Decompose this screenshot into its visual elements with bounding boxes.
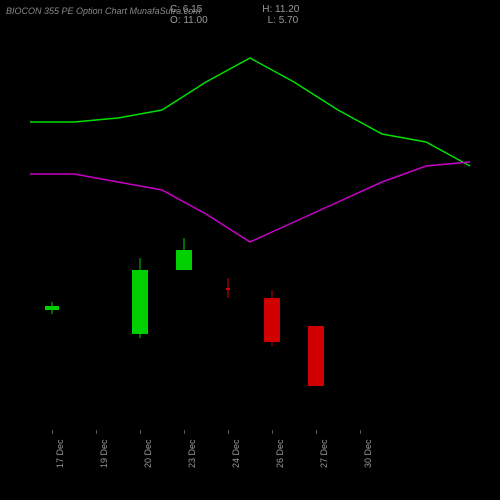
ohlc-panel: C: 6.15 H: 11.20 O: 11.00 L: 5.70 [170,4,299,26]
low-value: 5.70 [279,15,298,26]
magenta-line [30,162,470,242]
x-tick [140,430,141,434]
x-axis-label: 24 Dec [231,439,241,468]
candle-body [176,250,192,270]
candle-body [45,306,59,310]
close-cell: C: 6.15 [170,4,202,15]
green-line [30,58,470,166]
high-value: 11.20 [275,4,299,15]
low-cell: L: 5.70 [268,15,299,26]
indicator-lines [30,30,470,430]
high-cell: H: 11.20 [262,4,299,15]
open-value: 11.00 [183,15,207,26]
close-label: C: [170,4,180,15]
x-axis-label: 30 Dec [363,439,373,468]
x-tick [52,430,53,434]
x-tick [360,430,361,434]
close-value: 6.15 [183,4,202,15]
candle-body [226,288,230,290]
candle-body [264,298,280,342]
x-axis-label: 27 Dec [319,439,329,468]
x-axis: 17 Dec 19 Dec 20 Dec 23 Dec 24 Dec 26 Dec 27 D… [30,430,470,470]
x-tick [272,430,273,434]
x-axis-label: 26 Dec [275,439,285,468]
x-tick [228,430,229,434]
chart-plot-area [30,30,470,430]
x-tick [96,430,97,434]
candle-body [308,326,324,386]
open-cell: O: 11.00 [170,15,208,26]
x-axis-label: 19 Dec [99,439,109,468]
low-label: L: [268,15,276,26]
high-label: H: [262,4,272,15]
x-axis-label: 23 Dec [187,439,197,468]
x-axis-label: 17 Dec [55,439,65,468]
x-axis-label: 20 Dec [143,439,153,468]
candle-body [132,270,148,334]
open-label: O: [170,15,181,26]
x-tick [184,430,185,434]
x-tick [316,430,317,434]
